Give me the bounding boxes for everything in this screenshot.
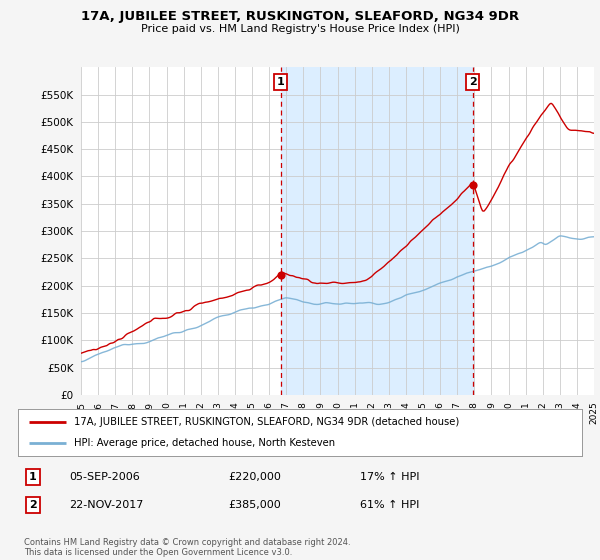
Text: 17% ↑ HPI: 17% ↑ HPI <box>360 472 419 482</box>
Bar <box>281 67 473 395</box>
Text: 1: 1 <box>277 77 284 87</box>
Text: Contains HM Land Registry data © Crown copyright and database right 2024.
This d: Contains HM Land Registry data © Crown c… <box>24 538 350 557</box>
Text: 22-NOV-2017: 22-NOV-2017 <box>69 500 143 510</box>
Text: Price paid vs. HM Land Registry's House Price Index (HPI): Price paid vs. HM Land Registry's House … <box>140 24 460 34</box>
Point <box>276 270 286 279</box>
Text: 2: 2 <box>29 500 37 510</box>
Text: 2: 2 <box>469 77 476 87</box>
Text: 61% ↑ HPI: 61% ↑ HPI <box>360 500 419 510</box>
Text: £385,000: £385,000 <box>228 500 281 510</box>
Text: 17A, JUBILEE STREET, RUSKINGTON, SLEAFORD, NG34 9DR (detached house): 17A, JUBILEE STREET, RUSKINGTON, SLEAFOR… <box>74 417 460 427</box>
Text: 17A, JUBILEE STREET, RUSKINGTON, SLEAFORD, NG34 9DR: 17A, JUBILEE STREET, RUSKINGTON, SLEAFOR… <box>81 10 519 23</box>
Point <box>468 180 478 189</box>
Text: £220,000: £220,000 <box>228 472 281 482</box>
Text: 1: 1 <box>29 472 37 482</box>
Text: HPI: Average price, detached house, North Kesteven: HPI: Average price, detached house, Nort… <box>74 438 335 448</box>
Text: 05-SEP-2006: 05-SEP-2006 <box>69 472 140 482</box>
